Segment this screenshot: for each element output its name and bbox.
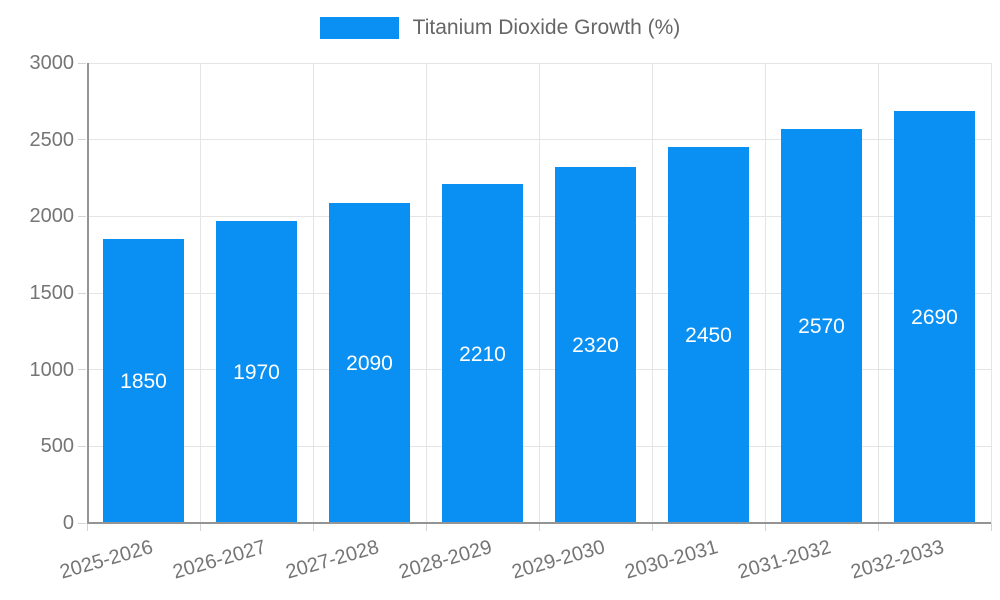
x-tick-label: 2029-2030 [508, 536, 607, 584]
x-tick-mark [990, 523, 992, 531]
y-tick-mark [78, 292, 86, 294]
x-tick-mark [425, 523, 427, 531]
x-gridline [199, 63, 201, 523]
y-axis-line [87, 63, 89, 523]
y-tick-mark [78, 369, 86, 371]
y-tick-label: 2500 [29, 128, 75, 151]
x-tick-mark [764, 523, 766, 531]
chart-legend: Titanium Dioxide Growth (%) [0, 16, 1000, 40]
x-tick-label: 2032-2033 [847, 536, 946, 584]
y-tick-label: 2000 [29, 205, 75, 228]
bar-2031-2032 [781, 128, 862, 523]
y-tick-label: 1500 [29, 282, 75, 304]
x-tick-mark [877, 523, 879, 531]
legend-label: Titanium Dioxide Growth (%) [412, 16, 681, 39]
bar-value-label: 2210 [459, 342, 506, 366]
x-gridline [425, 63, 427, 523]
x-tick-label: 2031-2032 [734, 536, 833, 584]
x-gridline [990, 63, 992, 523]
bar-2026-2027 [216, 220, 297, 523]
x-tick-label: 2028-2029 [395, 536, 494, 584]
bar-2030-2031 [668, 147, 749, 523]
legend-swatch [319, 17, 399, 39]
y-tick-mark [78, 215, 86, 217]
bar-2028-2029 [442, 184, 523, 523]
bar-value-label: 2570 [798, 314, 845, 338]
x-gridline [538, 63, 540, 523]
y-tick-mark [78, 62, 86, 64]
x-tick-mark [651, 523, 653, 531]
bar-value-label: 2090 [346, 351, 393, 375]
plot-area: 0 500 1000 1500 2000 2500 3000 1850 1970 2090 2210… [30, 53, 992, 584]
bar-2032-2033 [894, 110, 975, 523]
x-tick-label: 2025-2026 [56, 536, 155, 584]
y-tick-label: 500 [40, 435, 74, 458]
y-tick-mark [78, 139, 86, 141]
x-gridline [877, 63, 879, 523]
x-tick-mark [86, 523, 88, 531]
x-tick-mark [312, 523, 314, 531]
bar-value-label: 2450 [685, 324, 732, 348]
x-tick-label: 2026-2027 [169, 536, 268, 584]
bar-2029-2030 [555, 167, 636, 523]
y-tick-mark [78, 522, 86, 524]
x-tick-label: 2027-2028 [282, 536, 381, 584]
x-gridline [764, 63, 766, 523]
y-tick-label: 0 [62, 512, 74, 534]
x-gridline [651, 63, 653, 523]
x-gridline [312, 63, 314, 523]
bar-value-label: 1970 [233, 360, 280, 384]
bar-2027-2028 [329, 202, 410, 523]
x-axis-line [87, 522, 991, 524]
y-tick-label: 1000 [29, 358, 75, 381]
bar-value-label: 1850 [120, 370, 167, 394]
y-tick-mark [78, 445, 86, 447]
x-tick-mark [199, 523, 201, 531]
bar-2025-2026 [103, 239, 184, 523]
y-tick-label: 3000 [29, 52, 75, 74]
bar-value-label: 2690 [911, 305, 958, 329]
x-tick-mark [538, 523, 540, 531]
bar-value-label: 2320 [572, 334, 619, 358]
x-tick-label: 2030-2031 [621, 536, 720, 584]
